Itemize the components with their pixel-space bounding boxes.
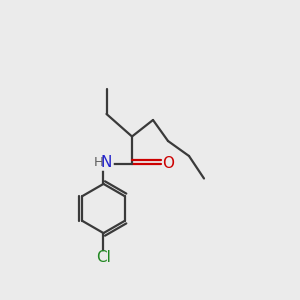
Text: H: H — [94, 156, 104, 170]
Text: Cl: Cl — [96, 250, 111, 265]
Text: N: N — [101, 155, 112, 170]
Text: O: O — [162, 156, 174, 171]
